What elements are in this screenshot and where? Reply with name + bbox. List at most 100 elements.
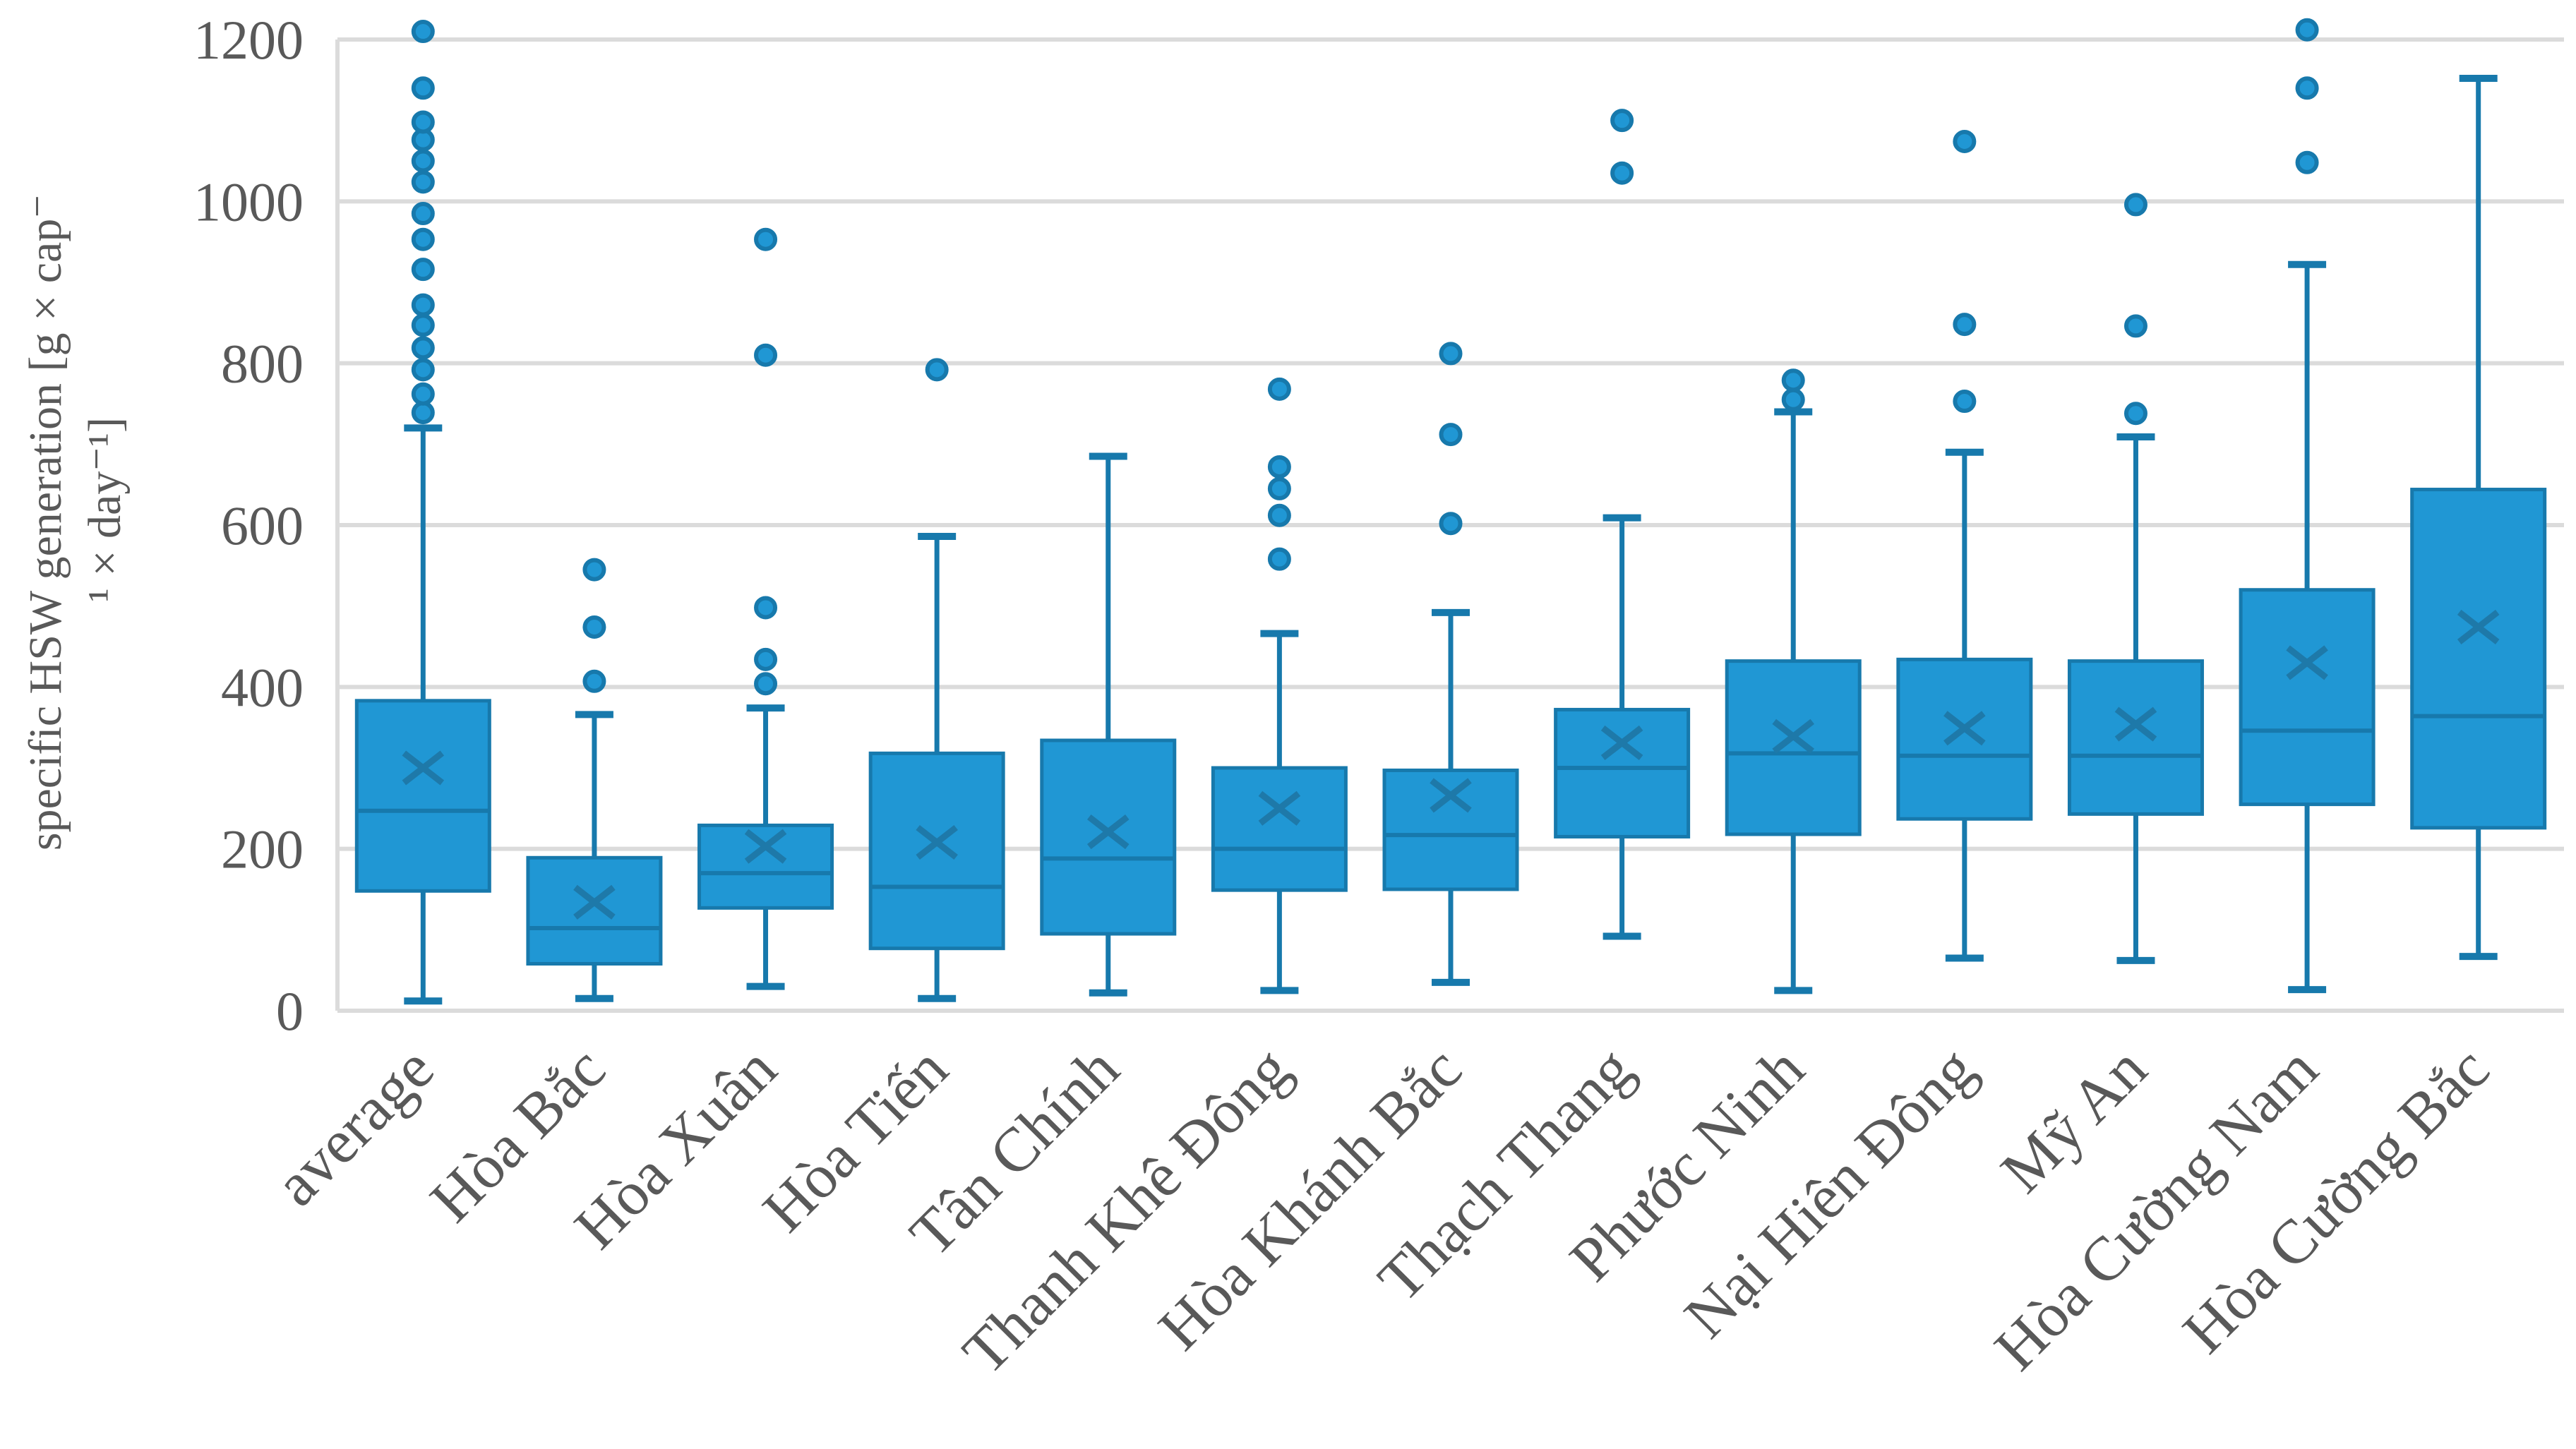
box-group-hoa-cuong-nam bbox=[2239, 18, 2376, 994]
box-rect bbox=[1725, 659, 1862, 836]
box-group-tan-chinh bbox=[1040, 452, 1177, 997]
x-category-label: Hòa Khánh Bắc bbox=[1146, 1035, 1475, 1364]
box-rect bbox=[2410, 488, 2547, 830]
box-group-thach-thang bbox=[1554, 109, 1691, 940]
outlier-point bbox=[411, 149, 435, 173]
mean-x-icon bbox=[916, 824, 958, 860]
outlier-point bbox=[1439, 342, 1463, 366]
box-group-thanh-khe-ong bbox=[1211, 377, 1348, 994]
outlier-point bbox=[2123, 402, 2147, 426]
box-rect bbox=[526, 855, 663, 966]
x-category-label: Nại Hiên Đông bbox=[1672, 1035, 1989, 1352]
box-rect bbox=[2239, 588, 2376, 807]
outlier-point bbox=[2295, 150, 2319, 174]
outlier-point bbox=[754, 647, 778, 671]
box-rect bbox=[868, 751, 1005, 951]
outlier-point bbox=[1953, 313, 1977, 337]
outlier-point bbox=[2295, 76, 2319, 100]
outlier-point bbox=[1267, 455, 1291, 479]
box-group-hoa-tien bbox=[868, 358, 1005, 1002]
outlier-point bbox=[1267, 476, 1291, 500]
y-tick-label: 800 bbox=[221, 333, 304, 395]
outlier-point bbox=[754, 227, 778, 251]
box-group-hoa-khanh-bac bbox=[1382, 342, 1519, 986]
y-tick-label: 1000 bbox=[193, 171, 304, 232]
mean-x-icon bbox=[1772, 719, 1814, 754]
mean-x-icon bbox=[744, 829, 787, 864]
box-rect bbox=[1554, 707, 1691, 838]
mean-x-icon bbox=[573, 884, 616, 920]
mean-x-icon bbox=[1087, 814, 1130, 850]
y-tick-label: 600 bbox=[221, 495, 304, 556]
outlier-point bbox=[582, 558, 606, 582]
outlier-point bbox=[1953, 390, 1977, 414]
outlier-point bbox=[2295, 18, 2319, 42]
outlier-point bbox=[754, 343, 778, 367]
outlier-point bbox=[1953, 129, 1977, 153]
box-group-phuoc-ninh bbox=[1725, 368, 1862, 994]
outlier-point bbox=[1267, 503, 1291, 527]
outlier-point bbox=[1267, 547, 1291, 571]
box-rect bbox=[2067, 659, 2204, 816]
x-category-label: average bbox=[262, 1035, 447, 1220]
y-tick-label: 400 bbox=[221, 656, 304, 718]
outlier-point bbox=[1610, 161, 1634, 185]
outlier-point bbox=[1781, 368, 1805, 392]
mean-x-icon bbox=[1943, 711, 1986, 746]
y-tick-label: 0 bbox=[276, 980, 304, 1042]
outlier-point bbox=[2123, 314, 2147, 338]
outlier-point bbox=[1439, 423, 1463, 447]
box-group-hoa-bac bbox=[526, 558, 663, 1002]
mean-x-icon bbox=[2286, 645, 2328, 680]
outlier-point bbox=[754, 672, 778, 696]
outlier-point bbox=[2123, 193, 2147, 217]
box-rect bbox=[1211, 766, 1348, 892]
y-tick-label: 1200 bbox=[193, 9, 304, 71]
mean-x-icon bbox=[1258, 790, 1301, 826]
outlier-point bbox=[411, 170, 435, 194]
mean-x-icon bbox=[1430, 778, 1472, 813]
outlier-point bbox=[411, 336, 435, 360]
outlier-point bbox=[411, 293, 435, 317]
outlier-point bbox=[411, 258, 435, 282]
outlier-point bbox=[411, 401, 435, 425]
mean-x-icon bbox=[1600, 725, 1643, 761]
y-axis-title-line2: ¹ × day⁻¹] bbox=[79, 417, 131, 602]
box-rect bbox=[697, 823, 834, 910]
outlier-point bbox=[411, 20, 435, 44]
outlier-point bbox=[411, 202, 435, 226]
mean-x-icon bbox=[2114, 707, 2157, 742]
box-rect bbox=[1040, 738, 1177, 936]
outlier-point bbox=[411, 227, 435, 251]
box-group-my-an bbox=[2067, 193, 2204, 964]
outlier-point bbox=[754, 596, 778, 620]
box-group-hoa-cuong-bac bbox=[2410, 75, 2547, 961]
box-group-nai-hien-ong bbox=[1896, 129, 2033, 962]
box-rect bbox=[354, 699, 491, 893]
x-category-label: Hòa Cường Bắc bbox=[2170, 1035, 2502, 1366]
outlier-point bbox=[582, 669, 606, 693]
outlier-point bbox=[411, 110, 435, 134]
outlier-point bbox=[411, 382, 435, 406]
mean-x-icon bbox=[2457, 609, 2500, 645]
box-group-average bbox=[354, 20, 491, 1005]
y-tick-label: 200 bbox=[221, 819, 304, 880]
outlier-point bbox=[1781, 387, 1805, 411]
box-group-hoa-xuan bbox=[697, 227, 834, 990]
outlier-point bbox=[411, 313, 435, 337]
outlier-point bbox=[1610, 109, 1634, 133]
outlier-point bbox=[411, 76, 435, 100]
outlier-point bbox=[582, 615, 606, 639]
y-axis-title-line1: specific HSW generation [g × cap⁻ bbox=[20, 194, 71, 850]
outlier-point bbox=[925, 358, 949, 382]
box-rect bbox=[1382, 768, 1519, 891]
mean-x-icon bbox=[402, 750, 445, 786]
box-rect bbox=[1896, 657, 2033, 821]
x-category-label: Mỹ An bbox=[1988, 1035, 2159, 1206]
outlier-point bbox=[1439, 512, 1463, 536]
outlier-point bbox=[1267, 377, 1291, 401]
outlier-point bbox=[411, 358, 435, 382]
